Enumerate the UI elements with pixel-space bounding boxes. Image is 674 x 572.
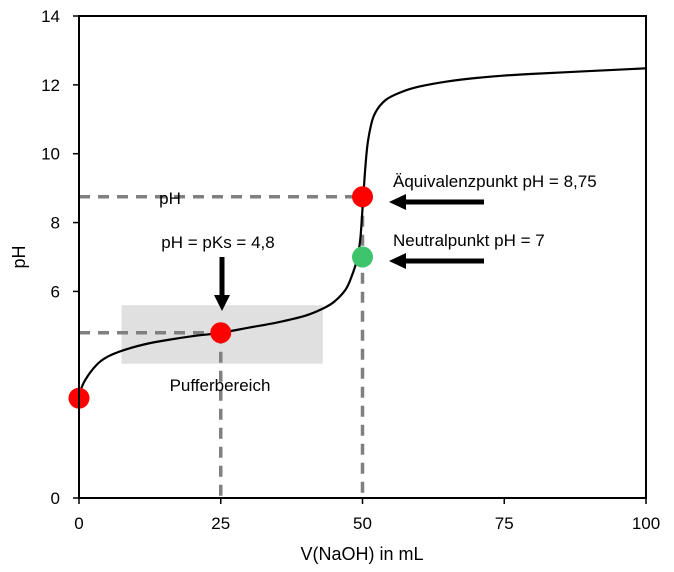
arrow-pks (214, 257, 230, 311)
x-axis-label: V(NaOH) in mL (300, 544, 423, 564)
y-tick-label-0: 0 (51, 489, 60, 508)
x-tick-label-1: 25 (211, 514, 230, 533)
x-tick-label-4: 100 (632, 514, 660, 533)
neutral-annotation: Neutralpunkt pH = 7 (393, 231, 545, 250)
y-tick-label-5: 14 (41, 7, 60, 26)
y-tick-label-1: 6 (51, 282, 60, 301)
titration-curve (77, 67, 647, 396)
y-tick-label-4: 12 (41, 76, 60, 95)
equivalence-annotation: Äquivalenzpunkt pH = 8,75 (393, 172, 597, 191)
arrow-neutral (389, 253, 484, 269)
y-axis-label: pH (9, 245, 29, 268)
data-point-2 (352, 186, 373, 208)
ph-annotation: pH (159, 189, 181, 208)
data-point-3 (352, 246, 373, 268)
buffer-region-label: Pufferbereich (170, 376, 271, 395)
y-tick-label-3: 10 (41, 145, 60, 164)
x-tick-label-0: 0 (74, 514, 83, 533)
data-point-1 (210, 322, 232, 344)
y-tick-label-2: 8 (51, 214, 60, 233)
x-tick-label-2: 50 (353, 514, 372, 533)
x-tick-label-3: 75 (495, 514, 514, 533)
arrow-equivalence (389, 194, 484, 210)
pks-annotation: pH = pKs = 4,8 (161, 233, 274, 252)
